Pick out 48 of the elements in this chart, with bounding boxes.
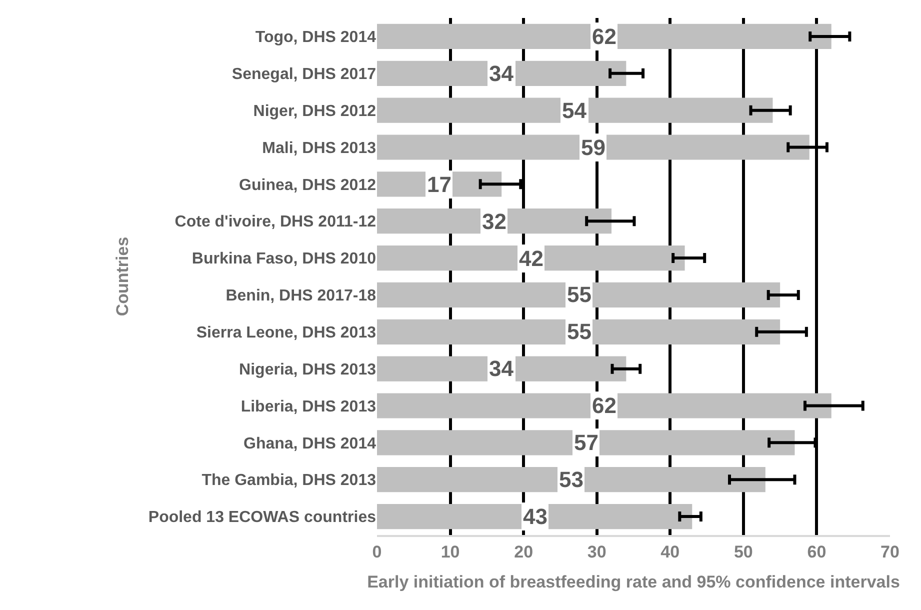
data-label: 34 <box>489 61 514 86</box>
data-label: 42 <box>519 246 544 271</box>
data-label: 55 <box>567 319 592 344</box>
y-tick-label: Mali, DHS 2013 <box>262 140 376 157</box>
data-label: 54 <box>562 98 588 123</box>
bar <box>377 245 685 271</box>
x-tick-label: 10 <box>440 542 460 562</box>
bar <box>377 134 810 160</box>
data-label: 53 <box>559 467 584 492</box>
data-label: 62 <box>592 393 616 418</box>
y-tick-label: The Gambia, DHS 2013 <box>202 472 376 490</box>
y-axis-title: Countries <box>112 236 132 316</box>
y-tick-label: Cote d'ivoire, DHS 2011-12 <box>174 214 376 231</box>
data-label: 57 <box>574 430 598 455</box>
y-tick-label: Liberia, DHS 2013 <box>240 398 376 416</box>
x-tick-label: 70 <box>880 542 900 562</box>
bar <box>377 504 692 530</box>
x-tick-label: 20 <box>514 542 534 562</box>
data-label: 32 <box>482 209 506 234</box>
y-tick-label: Nigeria, DHS 2013 <box>239 361 376 378</box>
bar <box>377 98 773 123</box>
data-label: 62 <box>592 24 616 49</box>
x-tick-label: 40 <box>660 542 680 562</box>
x-axis-title: Early initiation of breastfeeding rate and 95% confidence intervals <box>367 572 900 592</box>
y-tick-label: Sierra Leone, DHS 2013 <box>196 324 376 342</box>
y-tick-label: Burkina Faso, DHS 2010 <box>192 250 376 268</box>
data-label: 17 <box>427 172 452 197</box>
y-tick-label: Pooled 13 ECOWAS countries <box>148 509 376 526</box>
bar <box>377 282 780 308</box>
bar <box>377 319 780 344</box>
x-tick-label: 30 <box>587 542 606 562</box>
bar <box>377 24 832 50</box>
x-tick-label: 50 <box>734 542 753 562</box>
x-tick-label: 60 <box>807 542 826 562</box>
y-tick-label: Guinea, DHS 2012 <box>239 176 376 194</box>
y-tick-label: Benin, DHS 2017-18 <box>226 288 376 305</box>
y-tick-label: Ghana, DHS 2014 <box>244 435 376 452</box>
bar <box>377 393 832 418</box>
bar <box>377 430 795 456</box>
data-label: 34 <box>489 356 514 381</box>
data-label: 43 <box>523 504 548 529</box>
y-tick-label: Niger, DHS 2012 <box>253 102 376 120</box>
data-label: 55 <box>567 282 592 307</box>
data-label: 59 <box>581 135 606 160</box>
bar <box>377 467 766 492</box>
y-tick-label: Senegal, DHS 2017 <box>232 66 376 83</box>
x-tick-label: 0 <box>372 542 382 562</box>
y-tick-label: Togo, DHS 2014 <box>255 29 376 46</box>
